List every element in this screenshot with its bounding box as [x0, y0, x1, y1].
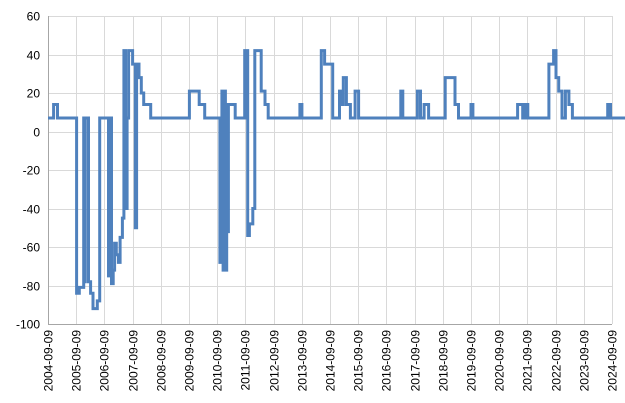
- y-tick-label: 20: [27, 87, 41, 101]
- y-tick-label: -40: [23, 203, 41, 217]
- x-tick-label: 2023-09-09: [578, 330, 592, 392]
- x-tick-label: 2022-09-09: [550, 330, 564, 392]
- x-tick-label: 2007-09-09: [127, 330, 141, 392]
- x-tick-label: 2021-09-09: [521, 330, 535, 392]
- x-tick-label: 2020-09-09: [493, 330, 507, 392]
- x-tick-label: 2018-09-09: [437, 330, 451, 392]
- x-tick-label: 2005-09-09: [70, 330, 84, 392]
- x-tick-label: 2004-09-09: [42, 330, 56, 392]
- x-tick-label: 2019-09-09: [465, 330, 479, 392]
- x-tick-label: 2016-09-09: [380, 330, 394, 392]
- y-tick-label: -60: [23, 241, 41, 255]
- y-tick-label: -80: [23, 280, 41, 294]
- x-tick-label: 2011-09-09: [239, 330, 253, 391]
- y-tick-label: 0: [33, 126, 40, 140]
- y-tick-label: 40: [27, 49, 41, 63]
- y-tick-label: 60: [27, 10, 41, 24]
- x-tick-label: 2012-09-09: [268, 330, 282, 392]
- y-tick-label: -100: [16, 318, 40, 332]
- x-tick-label: 2010-09-09: [211, 330, 225, 392]
- x-tick-label: 2024-09-09: [606, 330, 620, 392]
- chart-grid: [48, 16, 613, 325]
- x-tick-label: 2006-09-09: [98, 330, 112, 392]
- y-tick-label: -20: [23, 164, 41, 178]
- x-tick-label: 2014-09-09: [324, 330, 338, 392]
- series-line: [48, 49, 625, 311]
- x-axis: 2004-09-09 2005-09-09 2006-09-09 2007-09-09…: [42, 330, 620, 392]
- x-tick-label: 2017-09-09: [409, 330, 423, 392]
- x-tick-label: 2015-09-09: [352, 330, 366, 392]
- x-tick-label: 2009-09-09: [183, 330, 197, 392]
- series-group: [48, 49, 625, 311]
- x-tick-label: 2008-09-09: [155, 330, 169, 392]
- x-tick-label: 2013-09-09: [296, 330, 310, 392]
- y-axis: 60 40 20 0 -20 -40 -60 -80 -100: [16, 10, 40, 332]
